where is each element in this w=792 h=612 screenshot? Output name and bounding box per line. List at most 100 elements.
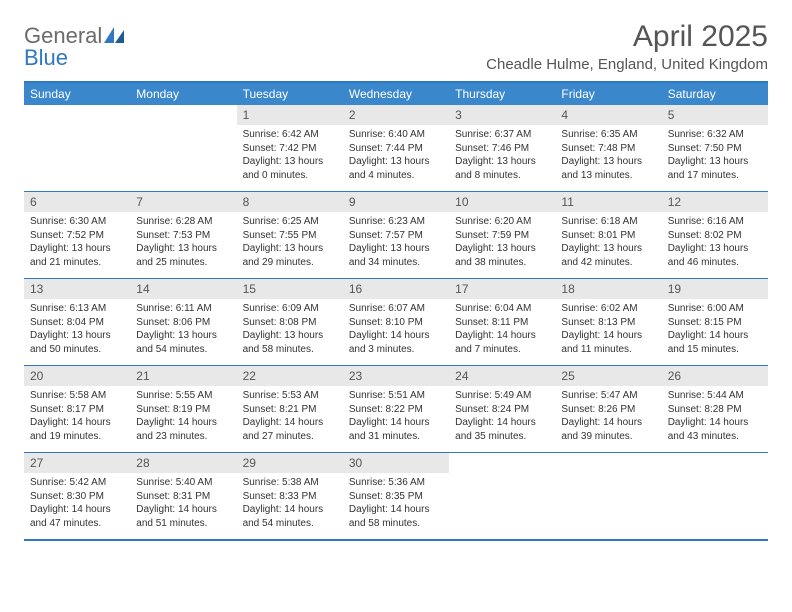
week-row: 6Sunrise: 6:30 AMSunset: 7:52 PMDaylight… xyxy=(24,192,768,279)
sunset-text: Sunset: 8:26 PM xyxy=(561,403,655,417)
day-number: 6 xyxy=(24,192,130,212)
sunset-text: Sunset: 7:48 PM xyxy=(561,142,655,156)
calendar-cell xyxy=(449,453,555,539)
daylight-text: Daylight: 14 hours and 27 minutes. xyxy=(243,416,337,443)
day-number: 4 xyxy=(555,105,661,125)
sunrise-text: Sunrise: 6:35 AM xyxy=(561,128,655,142)
sunrise-text: Sunrise: 6:40 AM xyxy=(349,128,443,142)
sunrise-text: Sunrise: 5:47 AM xyxy=(561,389,655,403)
sunset-text: Sunset: 8:13 PM xyxy=(561,316,655,330)
sunset-text: Sunset: 7:42 PM xyxy=(243,142,337,156)
cell-body: Sunrise: 6:25 AMSunset: 7:55 PMDaylight:… xyxy=(237,212,343,275)
title-block: April 2025 Cheadle Hulme, England, Unite… xyxy=(486,20,768,73)
daylight-text: Daylight: 13 hours and 58 minutes. xyxy=(243,329,337,356)
cell-body: Sunrise: 5:40 AMSunset: 8:31 PMDaylight:… xyxy=(130,473,236,536)
sunrise-text: Sunrise: 5:38 AM xyxy=(243,476,337,490)
sunrise-text: Sunrise: 5:40 AM xyxy=(136,476,230,490)
daylight-text: Daylight: 14 hours and 11 minutes. xyxy=(561,329,655,356)
day-number: 11 xyxy=(555,192,661,212)
cell-body: Sunrise: 6:09 AMSunset: 8:08 PMDaylight:… xyxy=(237,299,343,362)
cell-body: Sunrise: 6:13 AMSunset: 8:04 PMDaylight:… xyxy=(24,299,130,362)
day-number: 1 xyxy=(237,105,343,125)
calendar-cell xyxy=(24,105,130,191)
calendar-cell: 19Sunrise: 6:00 AMSunset: 8:15 PMDayligh… xyxy=(662,279,768,365)
sunset-text: Sunset: 8:02 PM xyxy=(668,229,762,243)
daylight-text: Daylight: 14 hours and 47 minutes. xyxy=(30,503,124,530)
day-number: 2 xyxy=(343,105,449,125)
cell-body: Sunrise: 6:35 AMSunset: 7:48 PMDaylight:… xyxy=(555,125,661,188)
cell-body: Sunrise: 5:36 AMSunset: 8:35 PMDaylight:… xyxy=(343,473,449,536)
calendar-cell: 25Sunrise: 5:47 AMSunset: 8:26 PMDayligh… xyxy=(555,366,661,452)
cell-body: Sunrise: 6:02 AMSunset: 8:13 PMDaylight:… xyxy=(555,299,661,362)
cell-body: Sunrise: 5:47 AMSunset: 8:26 PMDaylight:… xyxy=(555,386,661,449)
sunrise-text: Sunrise: 6:13 AM xyxy=(30,302,124,316)
day-number: 26 xyxy=(662,366,768,386)
day-number: 24 xyxy=(449,366,555,386)
cell-body: Sunrise: 6:00 AMSunset: 8:15 PMDaylight:… xyxy=(662,299,768,362)
daylight-text: Daylight: 13 hours and 46 minutes. xyxy=(668,242,762,269)
calendar-cell: 5Sunrise: 6:32 AMSunset: 7:50 PMDaylight… xyxy=(662,105,768,191)
sunrise-text: Sunrise: 6:16 AM xyxy=(668,215,762,229)
calendar-cell: 30Sunrise: 5:36 AMSunset: 8:35 PMDayligh… xyxy=(343,453,449,539)
day-number: 19 xyxy=(662,279,768,299)
sunrise-text: Sunrise: 6:20 AM xyxy=(455,215,549,229)
cell-body: Sunrise: 6:42 AMSunset: 7:42 PMDaylight:… xyxy=(237,125,343,188)
sunrise-text: Sunrise: 6:09 AM xyxy=(243,302,337,316)
sunrise-text: Sunrise: 6:28 AM xyxy=(136,215,230,229)
day-number: 25 xyxy=(555,366,661,386)
calendar-cell: 8Sunrise: 6:25 AMSunset: 7:55 PMDaylight… xyxy=(237,192,343,278)
sunset-text: Sunset: 8:22 PM xyxy=(349,403,443,417)
sunset-text: Sunset: 8:31 PM xyxy=(136,490,230,504)
sunset-text: Sunset: 7:50 PM xyxy=(668,142,762,156)
sunrise-text: Sunrise: 5:49 AM xyxy=(455,389,549,403)
sunrise-text: Sunrise: 6:32 AM xyxy=(668,128,762,142)
cell-body: Sunrise: 5:44 AMSunset: 8:28 PMDaylight:… xyxy=(662,386,768,449)
calendar-cell: 13Sunrise: 6:13 AMSunset: 8:04 PMDayligh… xyxy=(24,279,130,365)
daylight-text: Daylight: 14 hours and 23 minutes. xyxy=(136,416,230,443)
day-number: 30 xyxy=(343,453,449,473)
sunrise-text: Sunrise: 6:11 AM xyxy=(136,302,230,316)
day-number: 5 xyxy=(662,105,768,125)
daylight-text: Daylight: 14 hours and 31 minutes. xyxy=(349,416,443,443)
sunset-text: Sunset: 8:30 PM xyxy=(30,490,124,504)
cell-body: Sunrise: 5:58 AMSunset: 8:17 PMDaylight:… xyxy=(24,386,130,449)
logo-sail-icon xyxy=(104,27,126,48)
day-number: 22 xyxy=(237,366,343,386)
week-row: 13Sunrise: 6:13 AMSunset: 8:04 PMDayligh… xyxy=(24,279,768,366)
calendar-cell: 17Sunrise: 6:04 AMSunset: 8:11 PMDayligh… xyxy=(449,279,555,365)
cell-body: Sunrise: 6:16 AMSunset: 8:02 PMDaylight:… xyxy=(662,212,768,275)
calendar-cell: 15Sunrise: 6:09 AMSunset: 8:08 PMDayligh… xyxy=(237,279,343,365)
sunrise-text: Sunrise: 6:00 AM xyxy=(668,302,762,316)
daylight-text: Daylight: 14 hours and 19 minutes. xyxy=(30,416,124,443)
calendar-cell xyxy=(555,453,661,539)
day-number xyxy=(662,453,768,473)
sunset-text: Sunset: 7:57 PM xyxy=(349,229,443,243)
daylight-text: Daylight: 13 hours and 54 minutes. xyxy=(136,329,230,356)
sunrise-text: Sunrise: 5:58 AM xyxy=(30,389,124,403)
daylight-text: Daylight: 13 hours and 13 minutes. xyxy=(561,155,655,182)
daylight-text: Daylight: 13 hours and 38 minutes. xyxy=(455,242,549,269)
daylight-text: Daylight: 14 hours and 54 minutes. xyxy=(243,503,337,530)
day-header: Saturday xyxy=(662,83,768,105)
day-number: 13 xyxy=(24,279,130,299)
day-number: 15 xyxy=(237,279,343,299)
calendar-cell: 26Sunrise: 5:44 AMSunset: 8:28 PMDayligh… xyxy=(662,366,768,452)
sunrise-text: Sunrise: 6:25 AM xyxy=(243,215,337,229)
calendar-cell: 2Sunrise: 6:40 AMSunset: 7:44 PMDaylight… xyxy=(343,105,449,191)
cell-body: Sunrise: 6:18 AMSunset: 8:01 PMDaylight:… xyxy=(555,212,661,275)
location-text: Cheadle Hulme, England, United Kingdom xyxy=(486,56,768,73)
daylight-text: Daylight: 13 hours and 29 minutes. xyxy=(243,242,337,269)
day-number: 16 xyxy=(343,279,449,299)
sunrise-text: Sunrise: 6:42 AM xyxy=(243,128,337,142)
sunset-text: Sunset: 7:52 PM xyxy=(30,229,124,243)
calendar-cell: 28Sunrise: 5:40 AMSunset: 8:31 PMDayligh… xyxy=(130,453,236,539)
day-number: 7 xyxy=(130,192,236,212)
day-number: 29 xyxy=(237,453,343,473)
day-header: Wednesday xyxy=(343,83,449,105)
sunset-text: Sunset: 8:21 PM xyxy=(243,403,337,417)
daylight-text: Daylight: 13 hours and 25 minutes. xyxy=(136,242,230,269)
day-number: 10 xyxy=(449,192,555,212)
sunset-text: Sunset: 8:01 PM xyxy=(561,229,655,243)
cell-body: Sunrise: 6:20 AMSunset: 7:59 PMDaylight:… xyxy=(449,212,555,275)
daylight-text: Daylight: 14 hours and 58 minutes. xyxy=(349,503,443,530)
